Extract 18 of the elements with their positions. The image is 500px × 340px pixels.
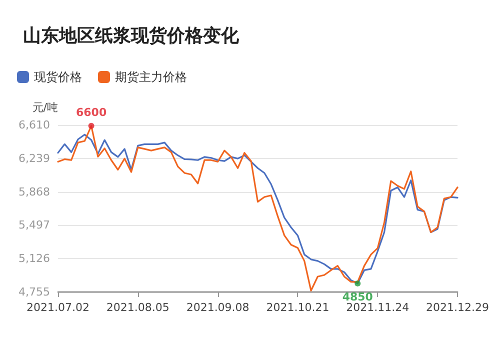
x-tick-label: 2021.11.24 — [346, 301, 410, 314]
y-axis-title: 元/吨 — [32, 101, 58, 114]
x-tick-label: 2021.08.05 — [106, 301, 170, 314]
x-tick-label: 2021.12.29 — [426, 301, 489, 314]
legend-label: 现货价格 — [34, 70, 82, 84]
y-tick-label: 5,868 — [18, 185, 50, 198]
x-tick-label: 2021.09.08 — [186, 301, 250, 314]
y-tick-label: 6,610 — [18, 118, 50, 132]
annotation: 4850 — [342, 290, 374, 304]
y-tick-label: 5,126 — [18, 252, 50, 266]
chart-title: 山东地区纸浆现货价格变化 — [23, 26, 240, 46]
y-tick-label: 5,497 — [18, 218, 50, 232]
x-tick-label: 2021.07.02 — [26, 301, 90, 314]
x-tick-label: 2021.10.21 — [266, 301, 330, 314]
legend-label: 期货主力价格 — [115, 70, 187, 84]
y-tick-label: 6,239 — [18, 152, 50, 165]
annotation: 6600 — [76, 106, 107, 119]
y-tick-label: 4,755 — [18, 286, 50, 298]
